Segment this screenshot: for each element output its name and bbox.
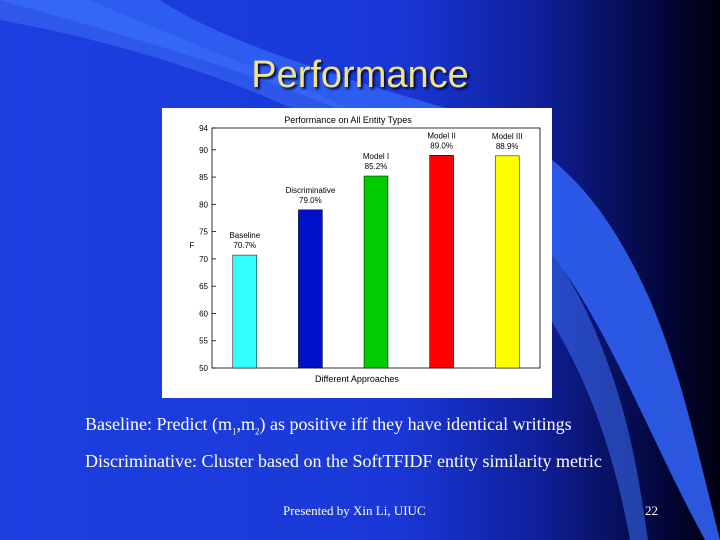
discriminative-description: Discriminative: Cluster based on the Sof… [85,451,602,471]
bar-value-label: 88.9% [496,142,519,151]
y-tick-label: 90 [199,146,208,155]
y-tick-label: 80 [199,200,208,209]
bar-baseline [232,254,258,369]
bar-category-label: Model II [427,131,455,140]
bar-model-iii [494,155,520,369]
bar-discriminative [298,209,323,369]
chart-ylabel: F [190,241,195,250]
bar-category-label: Discriminative [286,186,336,195]
bar-chart: Performance on All Entity Types Differen… [190,115,541,384]
bar-model-ii [429,155,454,369]
chart-xlabel: Different Approaches [315,374,399,384]
bar-category-label: Model I [363,152,389,161]
y-tick-label: 65 [199,282,208,291]
baseline-description: Baseline: Predict (m1,m2) as positive if… [85,414,572,437]
y-tick-label: 55 [199,337,208,346]
chart-title: Performance on All Entity Types [284,115,412,125]
y-tick-label: 60 [199,309,208,318]
y-tick-label: 75 [199,228,208,237]
y-tick-label: 94 [199,124,208,133]
y-tick-label: 85 [199,173,208,182]
bar-category-label: Baseline [229,231,260,240]
bar-category-label: Model III [492,132,523,141]
y-tick-label: 70 [199,255,208,264]
footer-text: Presented by Xin Li, UIUC [283,503,426,518]
y-tick-label: 50 [199,364,208,373]
bar-value-label: 85.2% [365,162,388,171]
page-number: 22 [645,503,658,518]
bar-value-label: 89.0% [430,141,453,150]
bar-value-label: 70.7% [233,241,256,250]
bar-model-i [363,175,389,369]
chart-panel: Performance on All Entity Types Differen… [162,108,552,398]
bar-value-label: 79.0% [299,196,322,205]
slide-title: Performance [251,54,469,96]
